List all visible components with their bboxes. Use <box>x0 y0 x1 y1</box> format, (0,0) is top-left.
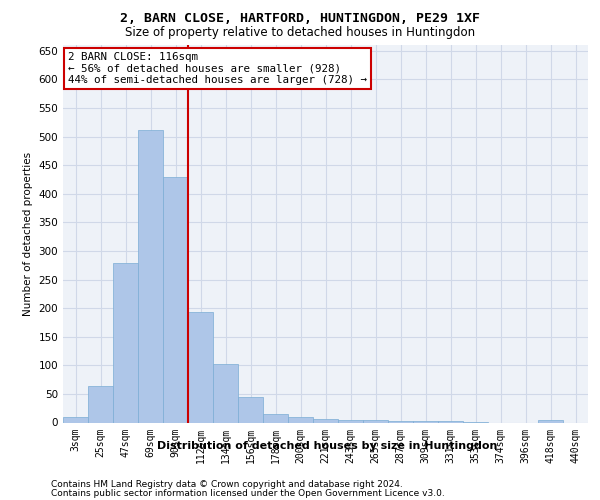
Bar <box>363 420 388 422</box>
Y-axis label: Number of detached properties: Number of detached properties <box>23 152 33 316</box>
Text: 2, BARN CLOSE, HARTFORD, HUNTINGDON, PE29 1XF: 2, BARN CLOSE, HARTFORD, HUNTINGDON, PE2… <box>120 12 480 24</box>
Text: Contains HM Land Registry data © Crown copyright and database right 2024.: Contains HM Land Registry data © Crown c… <box>51 480 403 489</box>
Bar <box>163 176 188 422</box>
Text: 2 BARN CLOSE: 116sqm
← 56% of detached houses are smaller (928)
44% of semi-deta: 2 BARN CLOSE: 116sqm ← 56% of detached h… <box>68 52 367 85</box>
Bar <box>213 364 238 422</box>
Bar <box>88 386 113 422</box>
Text: Contains public sector information licensed under the Open Government Licence v3: Contains public sector information licen… <box>51 488 445 498</box>
Text: Size of property relative to detached houses in Huntingdon: Size of property relative to detached ho… <box>125 26 475 39</box>
Bar <box>338 420 363 422</box>
Bar <box>63 417 88 422</box>
Bar <box>263 414 288 422</box>
Bar <box>238 397 263 422</box>
Bar <box>138 130 163 422</box>
Bar <box>188 312 213 422</box>
Bar <box>538 420 563 422</box>
Bar <box>288 417 313 422</box>
Bar <box>113 264 138 422</box>
Text: Distribution of detached houses by size in Huntingdon: Distribution of detached houses by size … <box>157 441 497 451</box>
Bar <box>388 421 413 422</box>
Bar <box>313 419 338 422</box>
